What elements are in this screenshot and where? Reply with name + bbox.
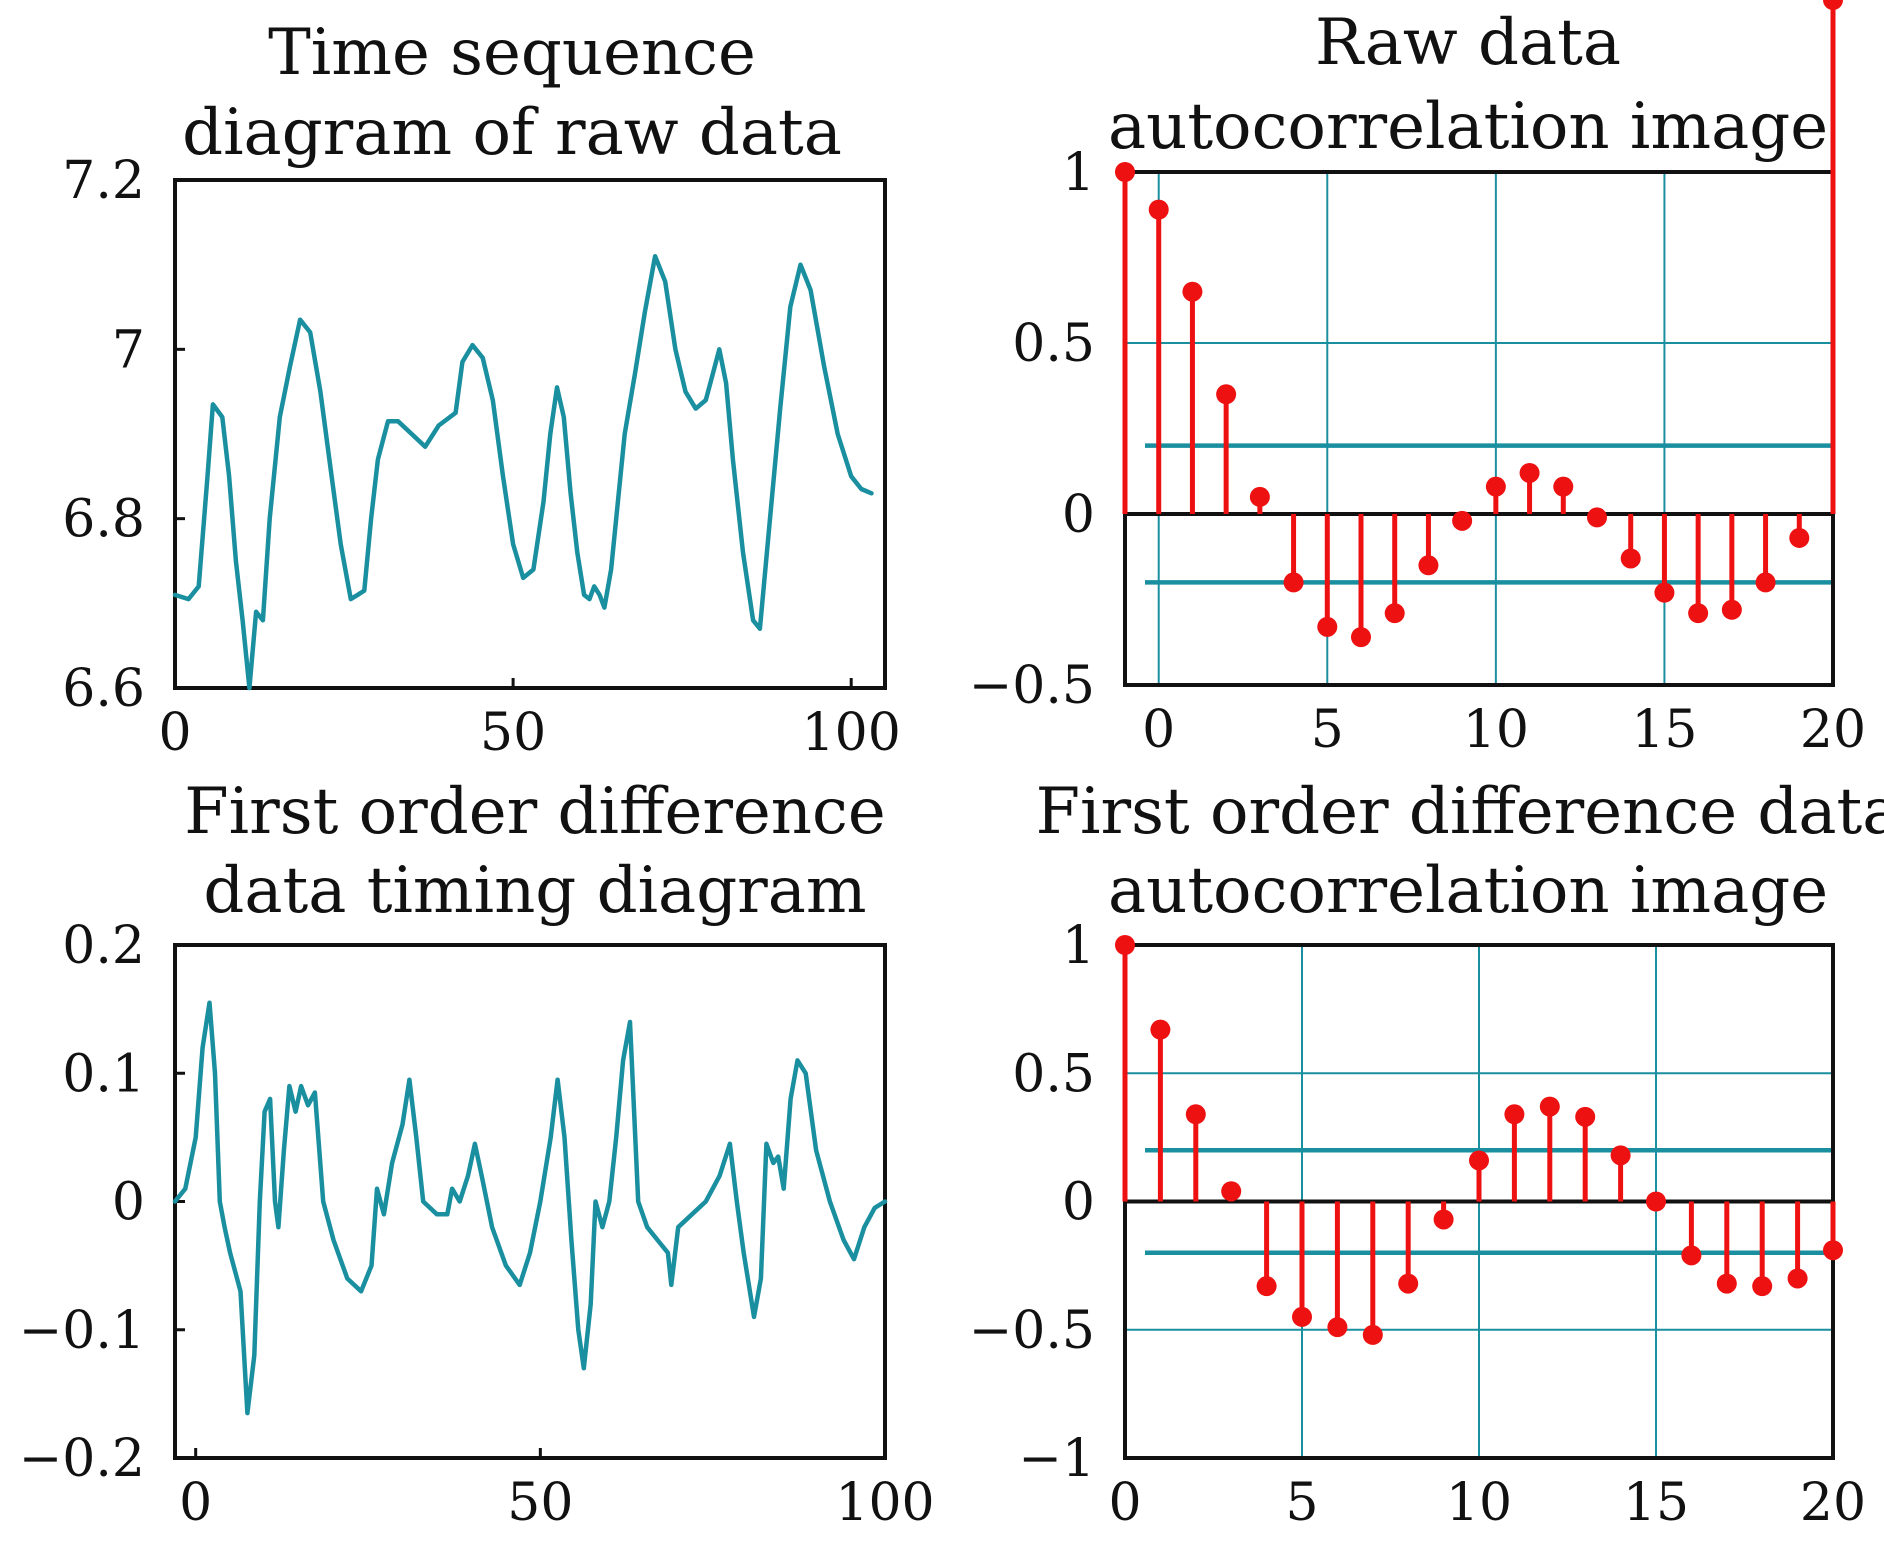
stem-marker <box>1823 1240 1843 1261</box>
y-tick-label: −0.1 <box>19 1301 145 1361</box>
x-tick-label: 15 <box>1623 1473 1689 1533</box>
series-line <box>172 253 874 691</box>
x-tick-label: 50 <box>507 1473 573 1533</box>
chart-title-line-1: Time sequence <box>268 16 756 90</box>
stem-marker <box>1317 616 1338 637</box>
chart-title-line-2: data timing diagram <box>203 854 866 928</box>
x-tick-label: 100 <box>835 1473 934 1533</box>
stem-marker <box>1504 1104 1525 1125</box>
y-tick-label: −0.5 <box>969 1301 1095 1361</box>
stem-marker <box>1654 582 1675 603</box>
stem-marker <box>1283 572 1304 593</box>
stem-marker <box>1418 555 1439 576</box>
stem-marker <box>1752 1276 1773 1297</box>
stem-marker <box>1519 462 1540 483</box>
stem-marker <box>1587 507 1607 528</box>
chart-title-line-1: First order difference <box>184 775 885 849</box>
y-tick-label: 6.8 <box>62 490 145 550</box>
x-tick-label: 0 <box>179 1473 212 1533</box>
stem-marker <box>1721 599 1742 620</box>
y-tick-label: 1 <box>1062 916 1095 976</box>
stem-marker <box>1452 510 1473 531</box>
stem-marker <box>1789 527 1810 548</box>
series-line <box>172 1000 888 1416</box>
y-tick-label: 0 <box>1062 1173 1095 1233</box>
x-tick-label: 5 <box>1285 1473 1318 1533</box>
stem-marker <box>1610 1145 1631 1166</box>
stem-marker <box>1620 548 1641 569</box>
first-order-difference-timing-chart: First order difference data timing diagr… <box>19 775 935 1533</box>
stem-marker <box>1823 0 1843 10</box>
chart-title-line-1: Raw data <box>1315 6 1621 80</box>
y-tick-label: 0 <box>1062 485 1095 545</box>
chart-title-line-2: diagram of raw data <box>182 96 842 170</box>
y-tick-label: 0.5 <box>1012 314 1095 374</box>
stem-marker <box>1362 1324 1383 1345</box>
stem-marker <box>1787 1268 1808 1289</box>
x-tick-label: 10 <box>1463 700 1529 760</box>
y-tick-label: 0.5 <box>1012 1044 1095 1104</box>
stem-marker <box>1249 486 1270 507</box>
x-tick-label: 100 <box>802 703 901 763</box>
stem-marker <box>1115 162 1135 182</box>
x-tick-label: 0 <box>1108 1473 1141 1533</box>
stem-marker <box>1398 1273 1419 1294</box>
stem-marker <box>1256 1276 1277 1297</box>
stem-marker <box>1292 1306 1312 1327</box>
x-tick-label: 10 <box>1446 1473 1512 1533</box>
x-tick-label: 5 <box>1311 700 1344 760</box>
stem-marker <box>1327 1317 1348 1338</box>
y-tick-label: 7.2 <box>62 151 145 211</box>
y-tick-label: 6.6 <box>62 659 145 719</box>
stem-marker <box>1221 1181 1242 1202</box>
y-tick-label: −0.2 <box>19 1429 145 1489</box>
chart-title-line-1: First order difference data <box>1036 775 1884 849</box>
y-tick-label: 0 <box>112 1173 145 1233</box>
y-tick-label: 7 <box>112 320 145 380</box>
stem-marker <box>1539 1096 1560 1117</box>
x-tick-label: 20 <box>1800 1473 1866 1533</box>
x-tick-label: 20 <box>1800 700 1866 760</box>
stem-marker <box>1433 1209 1454 1230</box>
stem-marker <box>1216 384 1237 405</box>
stem-marker <box>1553 476 1574 497</box>
stem-marker <box>1351 627 1371 648</box>
x-tick-label: 0 <box>158 703 191 763</box>
y-tick-label: 0.2 <box>62 916 145 976</box>
stem-marker <box>1716 1273 1737 1294</box>
stem-marker <box>1575 1106 1596 1127</box>
x-tick-label: 50 <box>480 703 546 763</box>
stem-marker <box>1485 476 1506 497</box>
y-tick-label: 0.1 <box>62 1044 145 1104</box>
stem-marker <box>1384 603 1405 624</box>
y-tick-label: −1 <box>1018 1429 1095 1489</box>
stem-marker <box>1688 603 1709 624</box>
raw-data-time-sequence-chart: Time sequence diagram of raw data 0 50 100… <box>62 16 901 763</box>
x-tick-label: 15 <box>1631 700 1697 760</box>
y-tick-label: −0.5 <box>969 656 1095 716</box>
y-tick-label: 1 <box>1062 143 1095 203</box>
chart-title-line-2: autocorrelation image <box>1108 90 1828 164</box>
x-tick-label: 0 <box>1142 700 1175 760</box>
stem-marker <box>1182 281 1203 302</box>
stem-marker <box>1681 1245 1702 1266</box>
stem-marker <box>1755 572 1776 593</box>
stem-marker <box>1148 199 1169 220</box>
chart-title-line-2: autocorrelation image <box>1108 854 1828 928</box>
plot-frame <box>173 178 887 690</box>
stem-marker <box>1646 1191 1666 1212</box>
stem-marker <box>1469 1150 1489 1171</box>
stem-marker <box>1150 1019 1171 1040</box>
stem-marker <box>1115 935 1135 955</box>
first-order-difference-autocorrelation-chart: First order difference data autocorrelat… <box>969 775 1884 1533</box>
stem-marker <box>1185 1104 1206 1125</box>
raw-data-autocorrelation-chart: Raw data autocorrelation image 0 5 10 15 20−… <box>969 0 1866 760</box>
